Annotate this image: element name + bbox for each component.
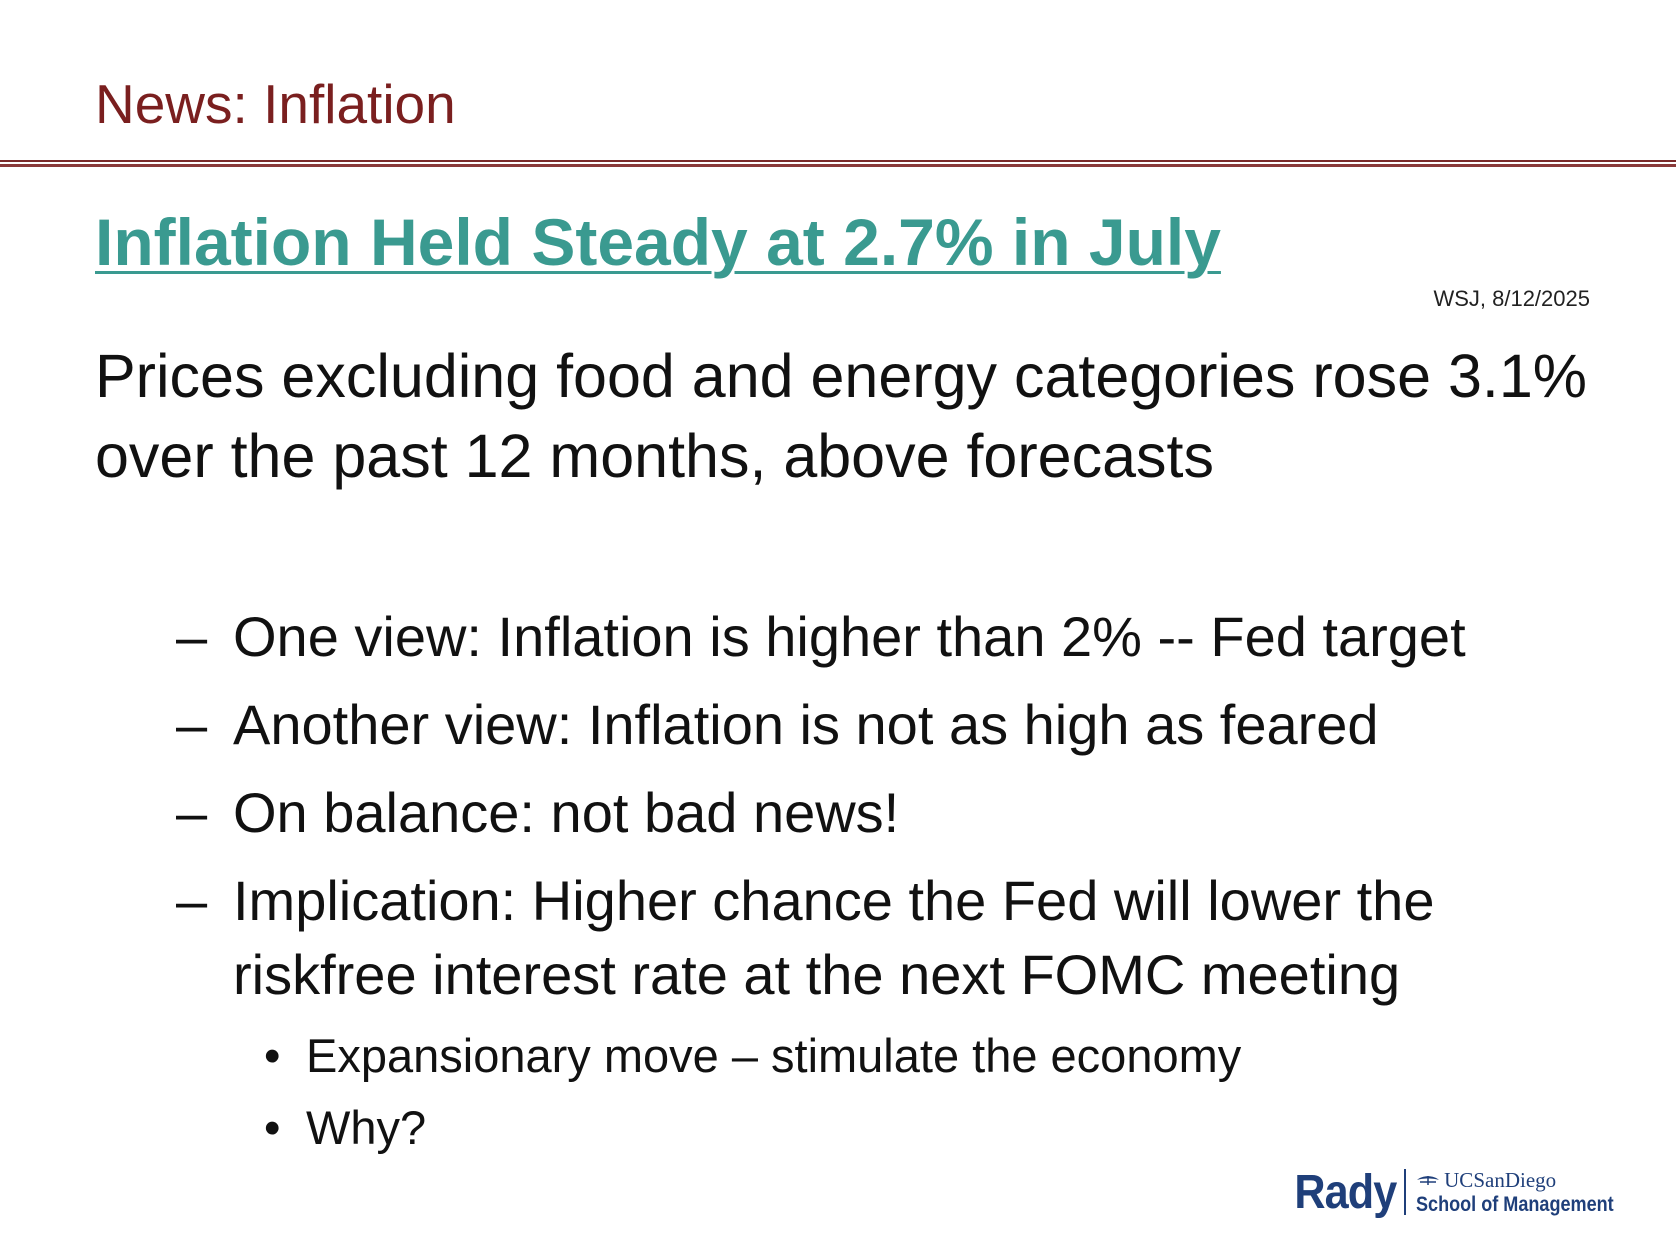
dash-marker: – bbox=[176, 869, 208, 932]
logo-divider bbox=[1404, 1169, 1407, 1215]
lead-paragraph: Prices excluding food and energy categor… bbox=[95, 342, 1587, 490]
slide-title: News: Inflation bbox=[95, 73, 456, 135]
rady-logo: Rady UCSanDiego School of Management bbox=[1283, 1164, 1646, 1220]
sub-bullet-item: • Why? bbox=[264, 1092, 1564, 1164]
sub-bullet-item: • Expansionary move – stimulate the econ… bbox=[264, 1020, 1564, 1092]
rady-wordmark: Rady bbox=[1294, 1165, 1397, 1219]
title-divider-thin bbox=[0, 160, 1676, 162]
bullet-text: On balance: not bad news! bbox=[233, 781, 900, 844]
bullet-text: Another view: Inflation is not as high a… bbox=[233, 693, 1379, 756]
school-of-management-text: School of Management bbox=[1416, 1192, 1614, 1216]
dot-marker: • bbox=[264, 1101, 281, 1154]
sub-bullet-text: Expansionary move – stimulate the econom… bbox=[306, 1029, 1242, 1082]
dot-marker: • bbox=[264, 1029, 281, 1082]
bullet-item: – One view: Inflation is higher than 2% … bbox=[176, 600, 1616, 674]
ucsd-text: UCSanDiego bbox=[1444, 1167, 1557, 1192]
bullet-item: – Another view: Inflation is not as high… bbox=[176, 688, 1616, 762]
bullet-item: – On balance: not bad news! bbox=[176, 776, 1616, 850]
bullet-list: – One view: Inflation is higher than 2% … bbox=[176, 600, 1616, 1026]
logo-text-block: UCSanDiego School of Management bbox=[1416, 1167, 1646, 1216]
bullet-text: One view: Inflation is higher than 2% --… bbox=[233, 605, 1466, 668]
dash-marker: – bbox=[176, 781, 208, 844]
bullet-item: – Implication: Higher chance the Fed wil… bbox=[176, 864, 1616, 1012]
dash-marker: – bbox=[176, 693, 208, 756]
dash-marker: – bbox=[176, 605, 208, 668]
title-divider-thick bbox=[0, 164, 1676, 167]
article-source: WSJ, 8/12/2025 bbox=[1433, 286, 1590, 311]
article-headline-link[interactable]: Inflation Held Steady at 2.7% in July bbox=[95, 205, 1221, 279]
sub-bullet-text: Why? bbox=[306, 1101, 427, 1154]
trident-icon bbox=[1417, 1176, 1440, 1185]
sub-bullet-list: • Expansionary move – stimulate the econ… bbox=[264, 1020, 1564, 1164]
bullet-text: Implication: Higher chance the Fed will … bbox=[233, 869, 1435, 1006]
ucsd-wordmark: UCSanDiego bbox=[1416, 1167, 1646, 1192]
